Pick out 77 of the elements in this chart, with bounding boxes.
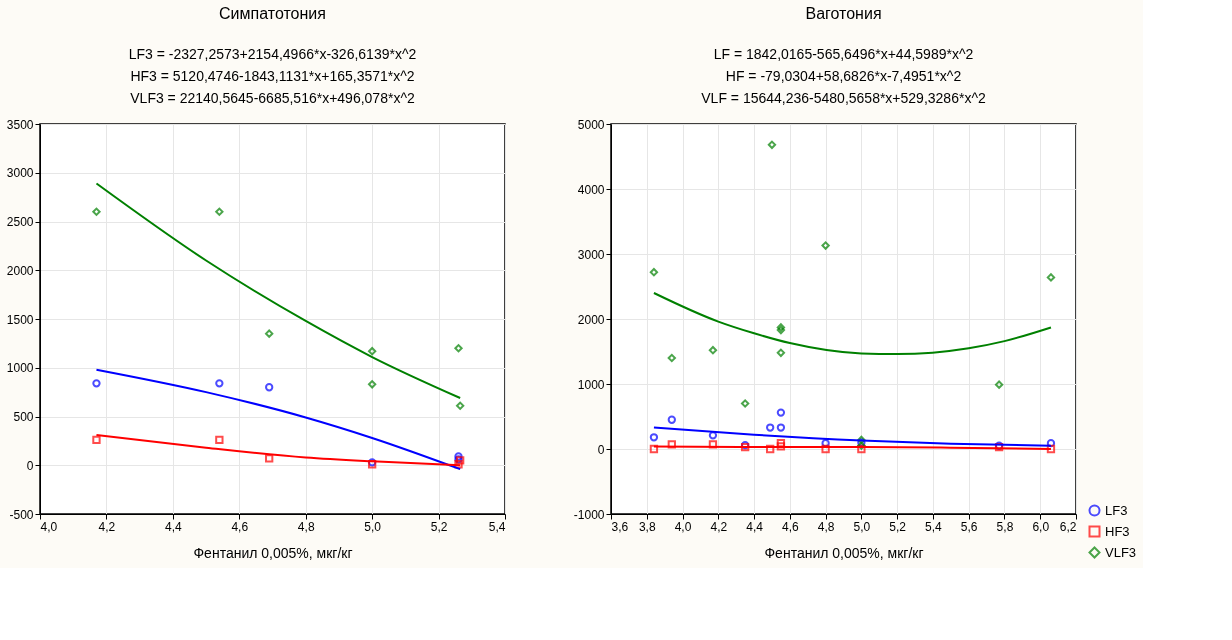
- text: VLF = 15644,236-5480,5658*x+529,3286*x^2: [701, 90, 986, 106]
- point: [1046, 438, 1056, 448]
- legend-label: VLF3: [1105, 544, 1137, 560]
- x-tick-label: 4,0: [40, 519, 58, 534]
- y-tick-label: 3500: [6, 117, 34, 132]
- x-tick-label: 4,0: [674, 519, 692, 534]
- point: [776, 348, 786, 357]
- text: VLF3 = 22140,5645-6685,516*x+496,078*x^2: [130, 90, 415, 106]
- text: LF3 = -2327,2573+2154,4966*x-326,6139*x^2: [128, 46, 417, 62]
- point: [708, 431, 718, 440]
- x-tick-label: 4,8: [817, 519, 835, 534]
- x-tick-label: 6,2: [1059, 519, 1077, 534]
- x-tick-label: 5,4: [488, 519, 506, 534]
- point: [649, 268, 659, 277]
- point: [708, 346, 718, 355]
- y-tick-label: -1000: [573, 507, 605, 522]
- x-tick-label: 3,6: [611, 519, 629, 534]
- y-tick-label: 1500: [6, 312, 34, 327]
- x-tick-label: 5,2: [430, 519, 448, 534]
- x-axis-title: Фентанил 0,005%, мкг/кг: [764, 544, 924, 561]
- point: [776, 408, 786, 417]
- y-tick-label: -500: [9, 507, 34, 522]
- x-tick-label: 5,4: [925, 519, 943, 534]
- y-tick-label: 4000: [577, 182, 605, 197]
- y-tick-label: 3000: [6, 166, 34, 181]
- x-tick-label: 5,8: [996, 519, 1014, 534]
- point: [649, 444, 659, 454]
- x-tick-label: 5,0: [364, 519, 382, 534]
- y-tick-label: 0: [597, 442, 605, 457]
- y-tick-label: 5000: [577, 117, 605, 132]
- y-tick-label: 2000: [6, 263, 34, 278]
- legend-label: HF3: [1105, 523, 1130, 539]
- y-tick-label: 3000: [577, 247, 605, 262]
- x-tick-label: 4,6: [782, 519, 800, 534]
- point: [740, 399, 750, 408]
- point: [667, 353, 676, 363]
- y-tick-label: 1000: [577, 377, 605, 392]
- x-tick-label: 4,4: [165, 519, 183, 534]
- point: [821, 241, 830, 250]
- x-tick-label: 4,8: [297, 519, 315, 534]
- point: [667, 440, 676, 449]
- x-tick-label: 6,0: [1032, 519, 1050, 534]
- point: [1046, 273, 1056, 282]
- chart-title: Ваготония: [805, 5, 882, 22]
- x-tick-label: 4,6: [231, 519, 249, 534]
- x-tick-label: 4,2: [710, 519, 728, 534]
- text: HF = -79,0304+58,6826*x-7,4951*x^2: [725, 68, 962, 84]
- x-tick-label: 5,2: [889, 519, 907, 534]
- x-tick-label: 5,6: [960, 519, 978, 534]
- y-tick-label: 1000: [6, 361, 34, 376]
- x-tick-label: 4,2: [98, 519, 116, 534]
- point: [767, 140, 777, 149]
- text: HF3 = 5120,4746-1843,1131*x+165,3571*x^2: [130, 68, 415, 84]
- x-tick-label: 3,8: [638, 519, 656, 534]
- point: [766, 444, 775, 454]
- x-axis-title: Фентанил 0,005%, мкг/кг: [193, 544, 353, 561]
- legend-label: LF3: [1105, 502, 1128, 518]
- x-tick-label: 4,4: [746, 519, 764, 534]
- y-tick-label: 2000: [577, 312, 605, 327]
- point: [776, 423, 786, 432]
- point: [1046, 444, 1056, 454]
- point: [766, 423, 775, 432]
- line-series: [95, 368, 462, 471]
- point: [994, 380, 1004, 389]
- text: LF = 1842,0165-565,6496*x+44,5989*x^2: [713, 46, 974, 62]
- y-tick-label: 500: [13, 410, 34, 424]
- line-series: [95, 182, 462, 399]
- point: [776, 442, 786, 451]
- chart-title: Симпатотония: [219, 5, 326, 22]
- line-series: [652, 292, 1052, 356]
- x-tick-label: 5,0: [853, 519, 871, 534]
- point: [649, 433, 659, 442]
- point: [708, 440, 718, 449]
- point: [667, 415, 676, 424]
- y-tick-label: 2500: [6, 215, 34, 229]
- point: [821, 444, 830, 454]
- y-tick-label: 0: [26, 458, 34, 473]
